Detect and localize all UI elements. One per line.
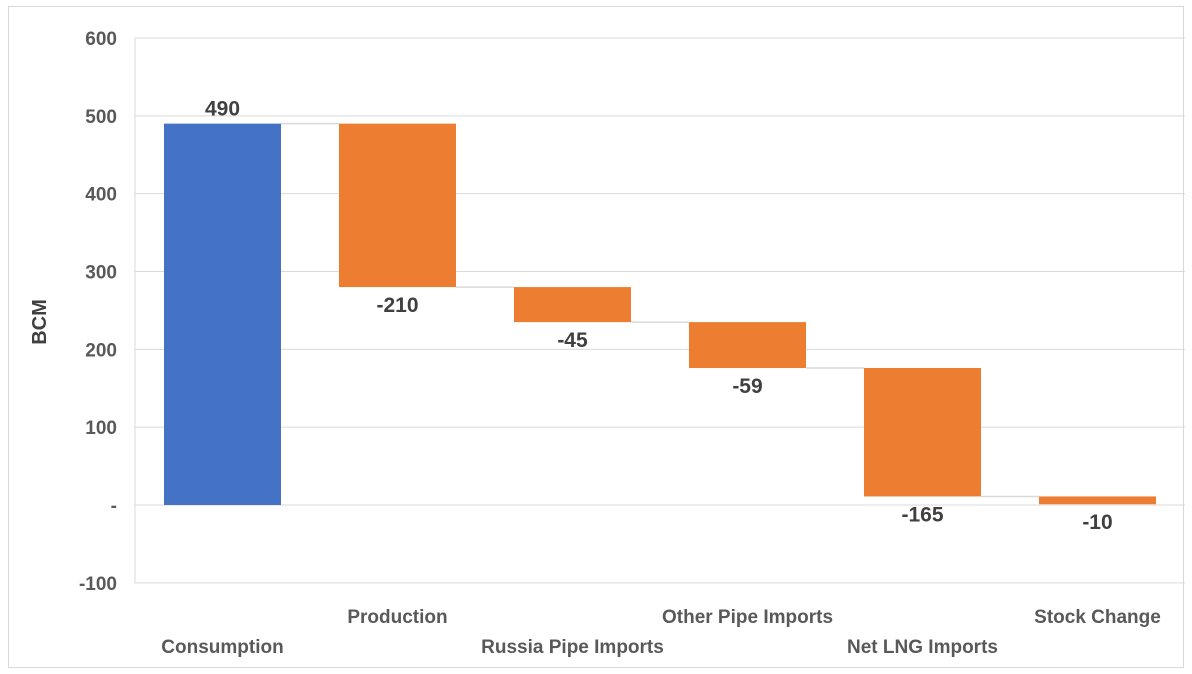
x-category-label: Other Pipe Imports: [662, 607, 833, 628]
gridlines: [134, 37, 1185, 584]
data-label: -10: [1082, 511, 1112, 534]
y-tick-label: 100: [85, 418, 117, 439]
connector-lines: [281, 122, 1039, 498]
chart-frame: -100-100 200 300 400 500 600 Consumption Produ…: [8, 6, 1185, 668]
data-label: -59: [732, 375, 762, 398]
y-axis-label: BCM: [29, 299, 51, 345]
y-tick-label: -: [111, 496, 117, 517]
y-tick-label: 500: [85, 107, 117, 128]
data-label: -45: [557, 329, 588, 352]
x-category-label: Consumption: [161, 637, 283, 658]
x-category-label: Stock Change: [1034, 607, 1161, 628]
bar-other-pipe-imports: [689, 322, 806, 369]
data-label: 490: [205, 98, 240, 121]
data-label: -210: [376, 294, 418, 317]
data-labels: 490 -210 -45 -59 -165 -10: [205, 98, 1113, 535]
bar-consumption: [164, 123, 281, 506]
y-tick-label: 200: [85, 340, 117, 361]
bar-russia-pipe-imports: [514, 287, 631, 323]
data-label: -165: [901, 503, 943, 526]
bar-net-lng-imports: [864, 368, 981, 497]
y-tick-label: 600: [85, 29, 117, 50]
x-category-label: Net LNG Imports: [847, 637, 998, 658]
y-tick-label: 300: [85, 263, 117, 284]
x-category-labels: Consumption Production Russia Pipe Imports…: [161, 607, 1161, 658]
bar-production: [339, 123, 456, 288]
x-category-label: Russia Pipe Imports: [481, 637, 664, 658]
y-tick-label: 400: [85, 185, 117, 206]
x-category-label: Production: [347, 607, 447, 628]
bars: [164, 123, 1156, 506]
bar-stock-change: [1039, 496, 1156, 505]
y-tick-label: -100: [79, 574, 117, 595]
